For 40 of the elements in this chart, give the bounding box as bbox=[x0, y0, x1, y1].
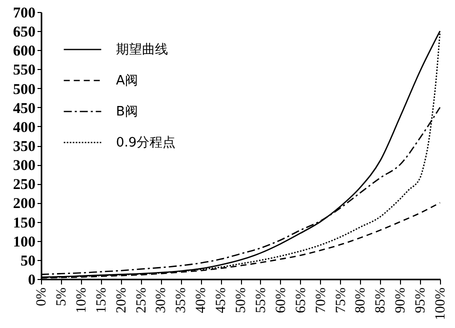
x-tick-label: 70% bbox=[314, 287, 329, 314]
x-tick-label: 50% bbox=[234, 287, 249, 314]
y-tick-label: 50 bbox=[20, 253, 36, 270]
x-tick-label: 40% bbox=[194, 287, 210, 314]
y-tick-label: 550 bbox=[13, 62, 36, 79]
x-tick-label: 65% bbox=[294, 287, 309, 314]
legend-label: B阀 bbox=[116, 104, 138, 120]
x-tick-label: 85% bbox=[374, 287, 389, 314]
x-tick-label: 30% bbox=[154, 287, 170, 314]
legend-label: 期望曲线 bbox=[116, 42, 168, 58]
legend-label: A阀 bbox=[116, 74, 138, 88]
y-tick-label: 150 bbox=[13, 215, 36, 232]
y-tick-label: 300 bbox=[13, 158, 36, 174]
x-tick-label: 100% bbox=[434, 287, 448, 320]
x-tick-label: 20% bbox=[114, 287, 130, 314]
x-tick-label: 55% bbox=[254, 287, 269, 314]
x-tick-label: 90% bbox=[394, 287, 409, 314]
y-tick-label: 400 bbox=[13, 120, 36, 136]
x-tick-label: 45% bbox=[214, 287, 230, 314]
x-tick-label: 60% bbox=[274, 287, 289, 314]
x-tick-label: 0% bbox=[34, 287, 50, 306]
x-tick-label: 15% bbox=[94, 287, 110, 314]
x-tick-label: 5% bbox=[54, 287, 70, 306]
y-tick-label: 250 bbox=[13, 177, 36, 194]
y-tick-label: 500 bbox=[13, 82, 36, 98]
y-tick-label: 200 bbox=[13, 196, 36, 212]
y-tick-label: 100 bbox=[13, 234, 36, 250]
x-tick-label: 80% bbox=[354, 287, 369, 314]
y-tick-label: 700 bbox=[13, 6, 36, 22]
y-tick-label: 0 bbox=[28, 272, 36, 288]
x-tick-label: 75% bbox=[334, 287, 349, 314]
x-tick-label: 10% bbox=[74, 287, 90, 314]
y-tick-label: 600 bbox=[13, 44, 36, 60]
x-tick-label: 25% bbox=[134, 287, 150, 314]
x-tick-label: 35% bbox=[174, 287, 190, 314]
legend-label: 0.9分程点 bbox=[116, 136, 176, 150]
y-tick-label: 450 bbox=[13, 100, 36, 117]
y-tick-label: 350 bbox=[13, 139, 36, 155]
x-tick-label: 95% bbox=[414, 287, 429, 314]
y-tick-label: 650 bbox=[13, 24, 36, 41]
